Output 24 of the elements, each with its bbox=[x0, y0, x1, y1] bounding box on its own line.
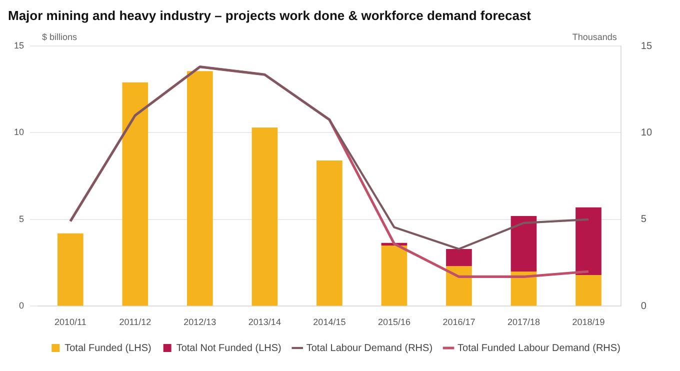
legend-label: Total Labour Demand (RHS) bbox=[306, 342, 433, 354]
y2-tick-label: 10 bbox=[640, 127, 652, 138]
x-tick-label: 2017/18 bbox=[507, 317, 540, 328]
y-axis-title: $ billions bbox=[42, 32, 78, 42]
y2-axis-title: Thousands bbox=[572, 32, 618, 42]
y2-tick-label: 5 bbox=[640, 214, 647, 226]
x-tick-label: 2016/17 bbox=[442, 317, 476, 328]
y-tick-label: 10 bbox=[14, 127, 24, 138]
x-tick-label: 2015/16 bbox=[378, 317, 410, 328]
y2-tick-label: 0 bbox=[640, 300, 647, 312]
y2-tick-label: 15 bbox=[640, 40, 652, 52]
y-tick-label: 0 bbox=[18, 300, 24, 311]
x-tick-label: 2010/11 bbox=[54, 317, 86, 328]
y-tick-label: 5 bbox=[18, 214, 24, 224]
x-tick-label: 2012/13 bbox=[184, 317, 216, 328]
legend-label: Total Not Funded (LHS) bbox=[176, 342, 282, 354]
chart-title: Major mining and heavy industry – projects work done & workforce demand forecast bbox=[8, 8, 532, 25]
y-tick-label: 15 bbox=[14, 40, 24, 50]
x-tick-label: 2014/15 bbox=[313, 317, 346, 328]
x-tick-label: 2018/19 bbox=[572, 317, 605, 328]
legend-label: Total Funded (LHS) bbox=[64, 342, 152, 354]
x-tick-label: 2013/14 bbox=[248, 317, 281, 328]
x-tick-label: 2011/12 bbox=[119, 317, 152, 328]
legend-label: Total Funded Labour Demand (RHS) bbox=[458, 342, 620, 354]
